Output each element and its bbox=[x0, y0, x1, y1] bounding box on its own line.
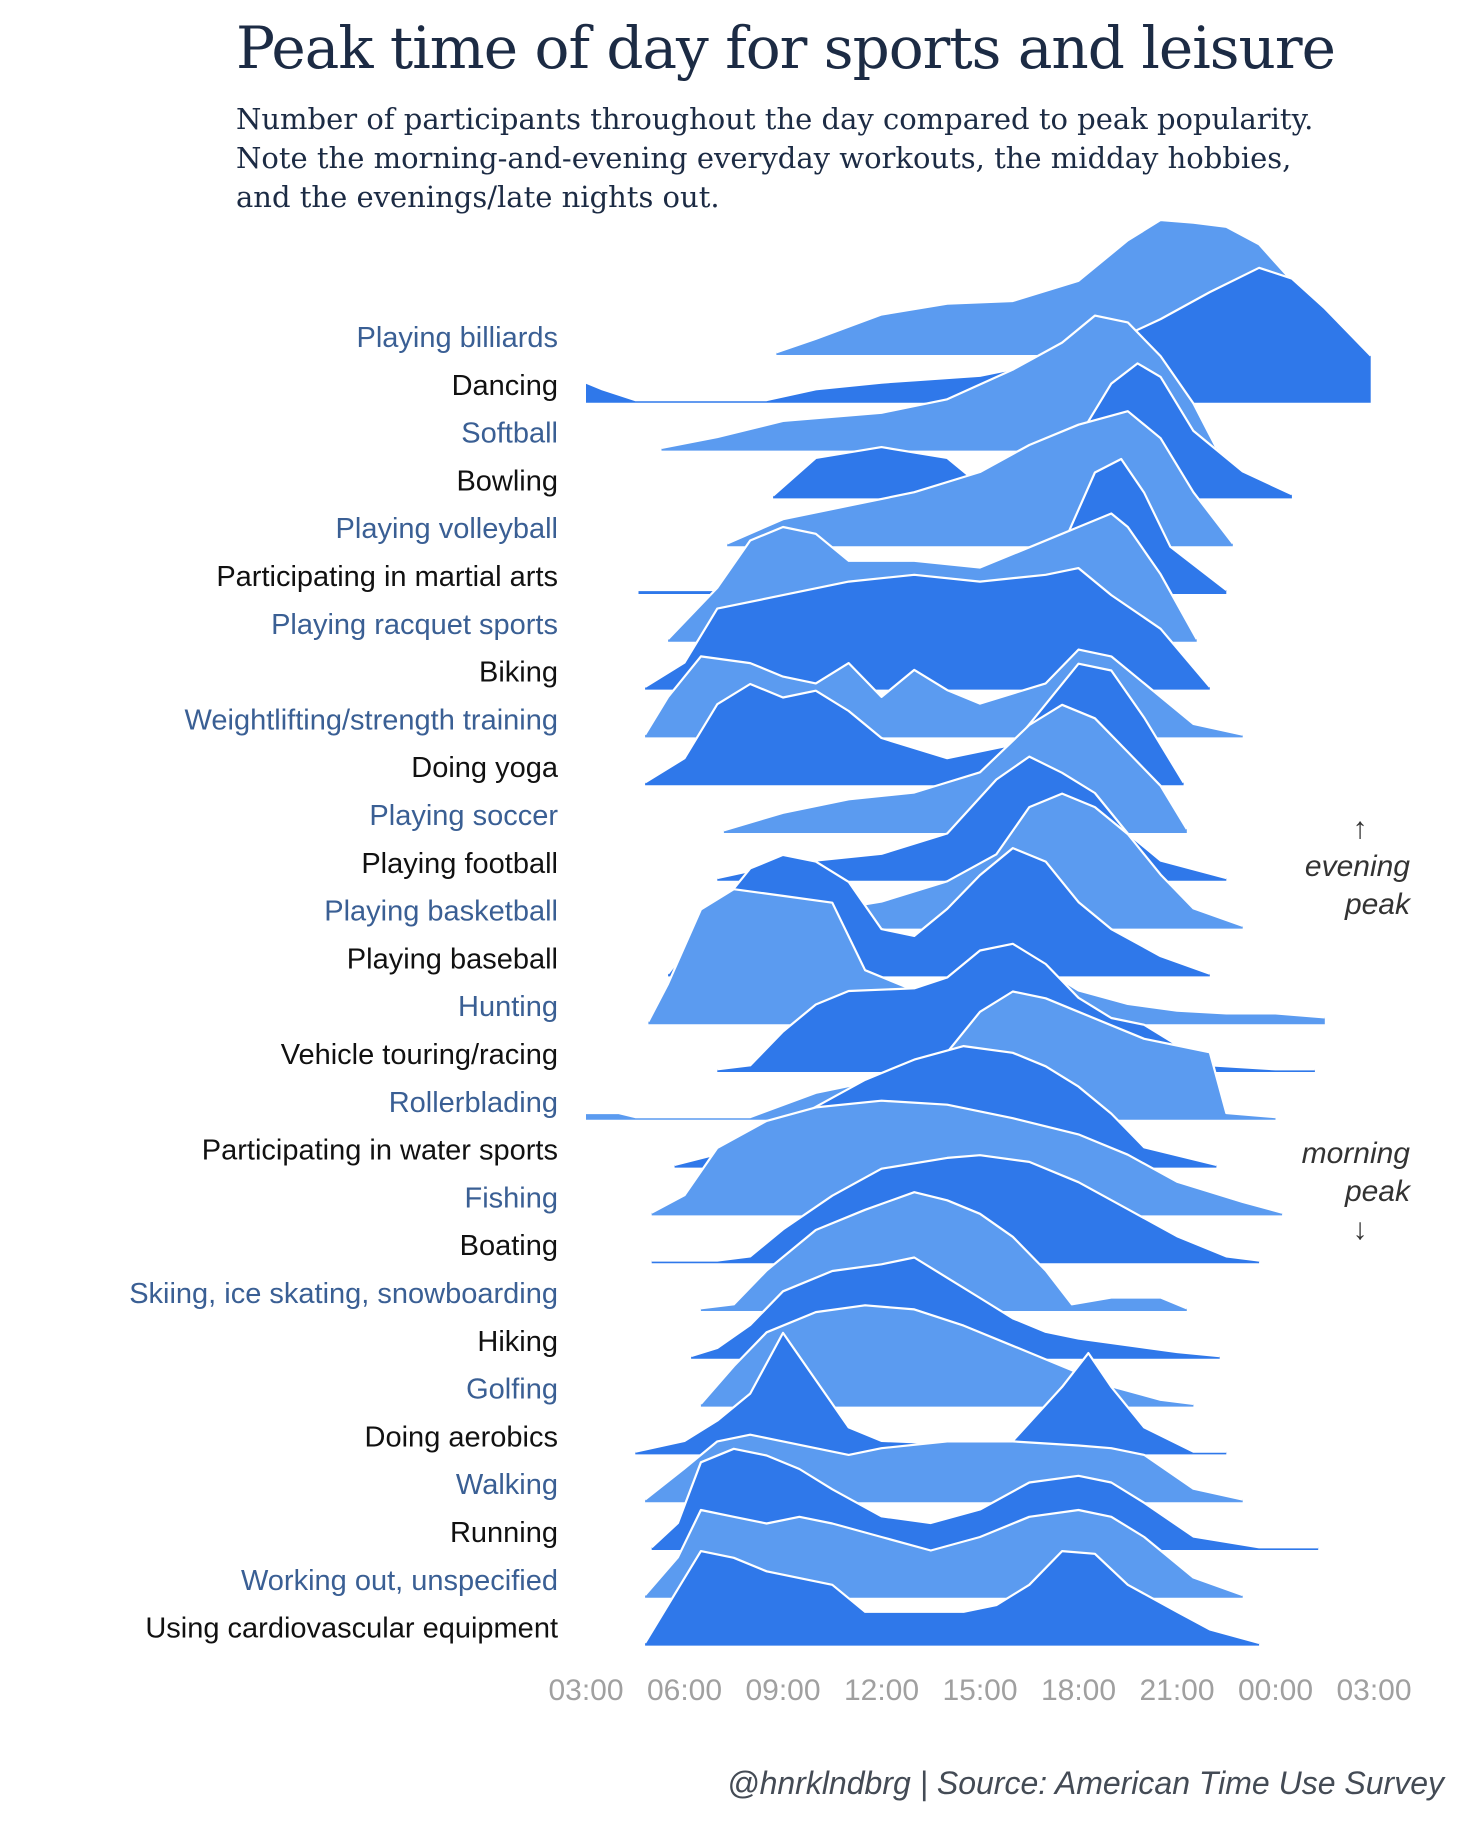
up-arrow-icon: ↑ bbox=[1352, 812, 1368, 845]
ridge-outline bbox=[667, 847, 1211, 975]
chart-subtitle: Number of participants throughout the da… bbox=[236, 100, 1386, 217]
ridge-series bbox=[644, 1550, 1260, 1646]
x-tick-label: 03:00 bbox=[548, 1674, 623, 1707]
ridge-outline bbox=[644, 662, 1185, 784]
x-tick-label: 06:00 bbox=[647, 1674, 722, 1707]
series-label: Skiing, ice skating, snowboarding bbox=[129, 1278, 558, 1310]
subtitle-line: Number of participants throughout the da… bbox=[236, 102, 1314, 136]
series-label: Doing yoga bbox=[411, 752, 559, 784]
ridge-outline bbox=[644, 1433, 1243, 1501]
series-label: Running bbox=[450, 1517, 558, 1549]
annotation-line: peak bbox=[1344, 1175, 1410, 1208]
ridge-area bbox=[648, 889, 1325, 1025]
series-label: Hiking bbox=[477, 1326, 558, 1358]
annotation-line: morning bbox=[1301, 1137, 1410, 1170]
annotation-line: evening bbox=[1304, 850, 1410, 883]
ridge-outline bbox=[651, 1099, 1283, 1214]
series-label: Playing baseball bbox=[347, 943, 558, 975]
series-label: Dancing bbox=[452, 370, 558, 402]
down-arrow-icon: ↓ bbox=[1352, 1213, 1368, 1246]
ridge-outline bbox=[700, 1191, 1188, 1310]
series-label: Softball bbox=[461, 418, 558, 450]
series-label: Playing football bbox=[361, 848, 558, 880]
series-label: Biking bbox=[479, 657, 558, 689]
ridge-outline bbox=[644, 1550, 1260, 1644]
series-label: Playing billiards bbox=[357, 322, 559, 354]
ridge-series bbox=[586, 990, 1276, 1120]
x-tick-label: 03:00 bbox=[1336, 1674, 1411, 1707]
series-label: Participating in water sports bbox=[202, 1135, 558, 1167]
x-tick-label: 18:00 bbox=[1041, 1674, 1116, 1707]
ridge-outline bbox=[667, 512, 1198, 640]
x-tick-label: 09:00 bbox=[745, 1674, 820, 1707]
ridge-outline bbox=[644, 1508, 1244, 1597]
annotation-line: peak bbox=[1344, 888, 1410, 921]
series-label: Using cardiovascular equipment bbox=[145, 1613, 558, 1645]
series-label: Working out, unspecified bbox=[241, 1565, 558, 1597]
ridge-outline bbox=[644, 567, 1211, 688]
series-label: Golfing bbox=[466, 1374, 558, 1406]
series-label: Playing soccer bbox=[369, 800, 558, 832]
x-tick-label: 12:00 bbox=[844, 1674, 919, 1707]
series-label: Walking bbox=[456, 1469, 558, 1501]
x-tick-label: 00:00 bbox=[1238, 1674, 1313, 1707]
source-credit: @hnrklndbrg | Source: American Time Use … bbox=[727, 1765, 1444, 1801]
ridge-area bbox=[586, 267, 1371, 403]
ridge-area bbox=[635, 1332, 1227, 1455]
subtitle-line: Note the morning-and-evening everyday wo… bbox=[236, 141, 1292, 175]
ridge-area bbox=[645, 1551, 1260, 1646]
ridge-outline bbox=[749, 792, 1244, 927]
series-label: Playing basketball bbox=[324, 896, 558, 928]
series-label: Bowling bbox=[456, 465, 558, 497]
series-label: Participating in martial arts bbox=[216, 561, 558, 593]
ridge-series bbox=[635, 1331, 1227, 1455]
series-label: Fishing bbox=[465, 1182, 559, 1214]
x-tick-label: 15:00 bbox=[942, 1674, 1017, 1707]
ridge-outline bbox=[690, 1256, 1220, 1358]
ridge-outline bbox=[700, 1304, 1194, 1405]
ridge-outline bbox=[650, 1447, 1319, 1549]
series-label: Rollerblading bbox=[389, 1087, 558, 1119]
series-label: Vehicle touring/racing bbox=[281, 1039, 558, 1071]
ridgeline-chart: Playing billiards Dancing Softball Bowling P… bbox=[129, 218, 1412, 1707]
ridge-outline bbox=[651, 1154, 1260, 1262]
ridge-outline bbox=[586, 990, 1276, 1119]
ridge-outline bbox=[644, 648, 1243, 736]
ridge-outline bbox=[776, 218, 1369, 354]
x-tick-label: 21:00 bbox=[1139, 1674, 1214, 1707]
series-label: Weightlifting/strength training bbox=[185, 704, 558, 736]
ridge-outline bbox=[661, 314, 1218, 449]
series-label: Playing volleyball bbox=[336, 513, 558, 545]
series-label: Playing racquet sports bbox=[271, 609, 558, 641]
subtitle-line: and the evenings/late nights out. bbox=[236, 180, 720, 214]
ridge-outline bbox=[726, 410, 1234, 545]
ridge-area bbox=[661, 315, 1217, 451]
ridge-outline bbox=[723, 703, 1188, 832]
chart-title: Peak time of day for sports and leisure bbox=[236, 14, 1336, 82]
morning-peak-annotation: morning peak ↓ bbox=[1250, 1135, 1410, 1249]
ridge-outline bbox=[635, 1331, 1227, 1453]
ridge-series bbox=[661, 314, 1218, 451]
series-label: Doing aerobics bbox=[365, 1421, 558, 1453]
series-label: Boating bbox=[460, 1230, 558, 1262]
series-label: Hunting bbox=[458, 991, 558, 1023]
ridge-area bbox=[586, 991, 1276, 1120]
evening-peak-annotation: ↑ evening peak bbox=[1250, 810, 1410, 924]
